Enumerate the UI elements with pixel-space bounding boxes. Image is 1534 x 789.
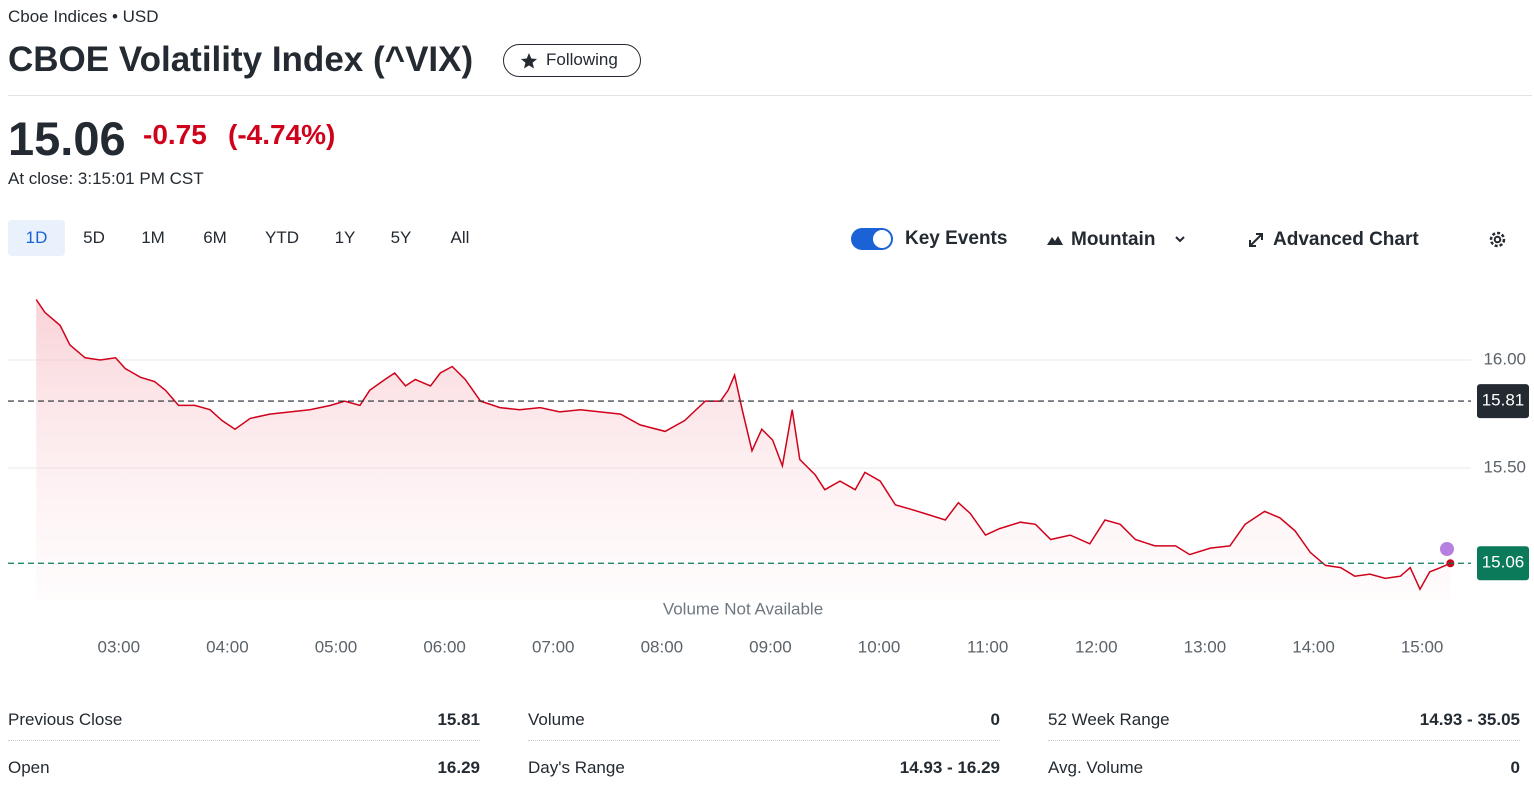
key-event-dot	[1440, 542, 1454, 556]
stat-row: Previous Close 15.81	[8, 710, 480, 741]
area	[36, 299, 1451, 600]
stat-label: Previous Close	[8, 710, 123, 729]
stat-value: 14.93 - 35.05	[1419, 710, 1520, 729]
stat-label: 52 Week Range	[1048, 710, 1170, 729]
x-tick-label: 10:00	[858, 637, 901, 656]
stat-row: Day's Range 14.93 - 16.29	[528, 758, 1000, 788]
last-price-label: 15.06	[1482, 553, 1525, 572]
chart-type-select[interactable]: Mountain	[1071, 229, 1156, 250]
exchange: Cboe Indices • USD	[8, 7, 159, 26]
stat-label: Open	[8, 758, 50, 777]
x-tick-label: 05:00	[315, 637, 358, 656]
previous-close-badge	[1477, 384, 1529, 419]
x-tick-label: 06:00	[423, 637, 466, 656]
x-tick-label: 12:00	[1075, 637, 1118, 656]
previous-close-label: 15.81	[1482, 391, 1525, 410]
range-button[interactable]: YTD	[265, 228, 299, 247]
change: -0.75	[143, 119, 207, 150]
x-tick-label: 03:00	[98, 637, 141, 656]
line	[35, 299, 1451, 591]
x-tick-label: 13:00	[1184, 637, 1227, 656]
title: CBOE Volatility Index (^VIX)	[8, 40, 474, 79]
range-button[interactable]: All	[450, 228, 470, 247]
x-tick-label: 09:00	[749, 637, 792, 656]
x-tick-label: 07:00	[532, 637, 575, 656]
key-events-toggle[interactable]	[851, 228, 893, 250]
stat-row: Avg. Volume 0	[1048, 758, 1520, 788]
stat-label: Day's Range	[528, 758, 625, 777]
range-button[interactable]: 6M	[203, 228, 227, 247]
range-button[interactable]: 1M	[141, 228, 165, 247]
x-tick-label: 11:00	[967, 637, 1008, 656]
follow-label: Following	[546, 50, 618, 69]
range-button[interactable]: 1Y	[334, 228, 356, 247]
stat-row: Volume 0	[528, 710, 1000, 741]
stat-value: 14.93 - 16.29	[899, 758, 1000, 777]
stat-value: 0	[990, 710, 1000, 729]
last-price-badge	[1477, 546, 1529, 581]
key-events-label[interactable]: Key Events	[905, 228, 1008, 249]
price: 15.06	[8, 112, 126, 165]
star-icon	[521, 53, 537, 69]
x-tick-label: 08:00	[641, 637, 684, 656]
expand-icon	[1249, 233, 1263, 247]
stat-value: 15.81	[437, 710, 480, 729]
x-tick-label: 14:00	[1292, 637, 1335, 656]
stat-label: Avg. Volume	[1048, 758, 1144, 777]
x-tick-label: 15:00	[1401, 637, 1444, 656]
stat-row: Open 16.29	[8, 758, 480, 788]
y-tick-label: 16.00	[1483, 349, 1526, 368]
stat-value: 0	[1510, 758, 1520, 777]
x-tick-label: 04:00	[206, 637, 249, 656]
settings-icon[interactable]	[1487, 229, 1508, 250]
chart: Volume Not Available 15.50 16.00 03:00 04:0…	[8, 299, 1529, 656]
stat-row: 52 Week Range 14.93 - 35.05	[1048, 710, 1520, 741]
range-button[interactable]: 5Y	[390, 228, 412, 247]
stat-value: 16.29	[437, 758, 480, 777]
advanced-chart-link[interactable]: Advanced Chart	[1273, 229, 1419, 250]
mountain-icon	[1047, 236, 1063, 245]
change-percent: (-4.74%)	[228, 119, 336, 150]
close-time: At close: 3:15:01 PM CST	[8, 169, 204, 188]
follow-button[interactable]: Following	[503, 44, 641, 77]
range-button[interactable]: 5D	[83, 228, 105, 247]
y-tick-label: 15.50	[1483, 458, 1526, 477]
divider	[8, 95, 1532, 96]
chart-annotation: Volume Not Available	[663, 599, 823, 618]
toggle-knob	[873, 230, 891, 248]
range-button[interactable]: 1D	[8, 220, 65, 256]
stat-label: Volume	[528, 710, 585, 729]
chevron-icon	[1175, 236, 1185, 243]
